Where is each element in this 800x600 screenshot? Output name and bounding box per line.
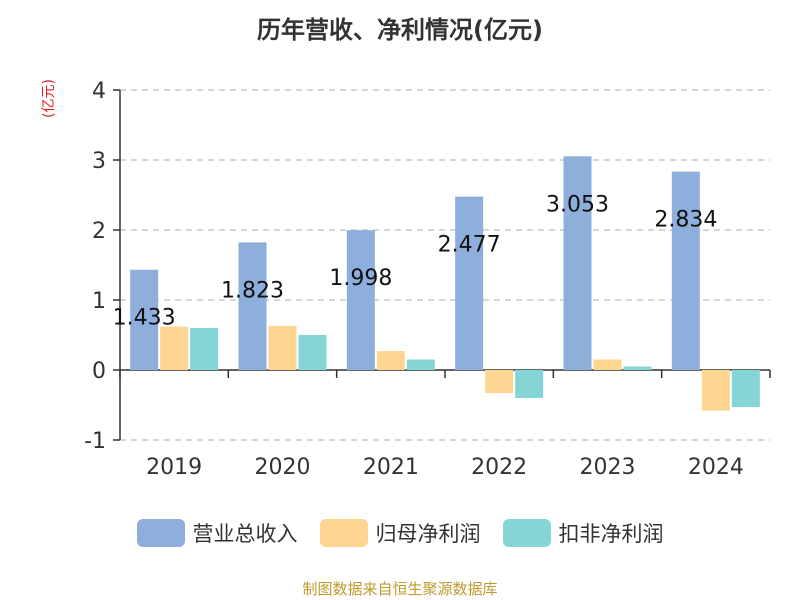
x-tick-label: 2024 [688, 455, 744, 480]
bar [593, 359, 622, 370]
bar [731, 370, 760, 408]
bar [160, 326, 189, 370]
x-tick-label: 2022 [471, 455, 527, 480]
bar [455, 196, 484, 370]
x-tick-label: 2020 [255, 455, 311, 480]
data-label: 3.053 [546, 192, 609, 217]
legend-label-revenue: 营业总收入 [192, 522, 298, 546]
y-tick-label: 1 [92, 289, 106, 314]
legend-swatch-deducted-profit [502, 519, 551, 547]
y-tick-label: 0 [92, 359, 106, 384]
legend-label-net-profit: 归母净利润 [375, 522, 481, 546]
legend-item-revenue[interactable]: 营业总收入 [136, 518, 298, 548]
grid-lines [120, 89, 770, 441]
data-label: 1.823 [221, 278, 284, 303]
bar [701, 370, 730, 411]
bar [623, 366, 652, 370]
x-tick-label: 2019 [146, 455, 202, 480]
axes: -1 0 1 2 3 4 2019 2020 2021 2022 2023 2024 [84, 79, 771, 480]
bar [130, 269, 159, 370]
legend-item-net-profit[interactable]: 归母净利润 [319, 518, 481, 548]
y-tick-label: 3 [92, 149, 106, 174]
bar [563, 156, 592, 370]
y-tick-label: 2 [92, 219, 106, 244]
bar [298, 335, 327, 370]
bar [190, 328, 219, 370]
data-label: 1.433 [113, 306, 176, 331]
bars [130, 156, 760, 411]
legend-label-deducted-profit: 扣非净利润 [558, 522, 664, 546]
data-label: 2.834 [654, 208, 717, 233]
data-labels: 1.433 1.823 1.998 2.477 3.053 2.834 [113, 192, 718, 330]
x-tick-label: 2021 [363, 455, 419, 480]
bar [671, 171, 700, 370]
chart-title: 历年营收、净利情况(亿元) [257, 16, 543, 44]
y-tick-label: 4 [92, 79, 106, 104]
x-tick-label: 2023 [580, 455, 636, 480]
legend-item-deducted-profit[interactable]: 扣非净利润 [502, 518, 664, 548]
legend-swatch-revenue [136, 519, 185, 547]
bar [406, 359, 435, 370]
legend-swatch-net-profit [319, 519, 368, 547]
y-tick-label: -1 [84, 429, 106, 454]
bar [268, 325, 297, 370]
data-source-note: 制图数据来自恒生聚源数据库 [302, 580, 498, 598]
bar [376, 351, 405, 370]
bar [346, 230, 375, 370]
bar [515, 370, 544, 398]
data-label: 2.477 [438, 233, 501, 258]
legend: 营业总收入 归母净利润 扣非净利润 [0, 518, 800, 548]
bar [238, 242, 267, 370]
bar [485, 370, 514, 394]
data-label: 1.998 [329, 266, 392, 291]
